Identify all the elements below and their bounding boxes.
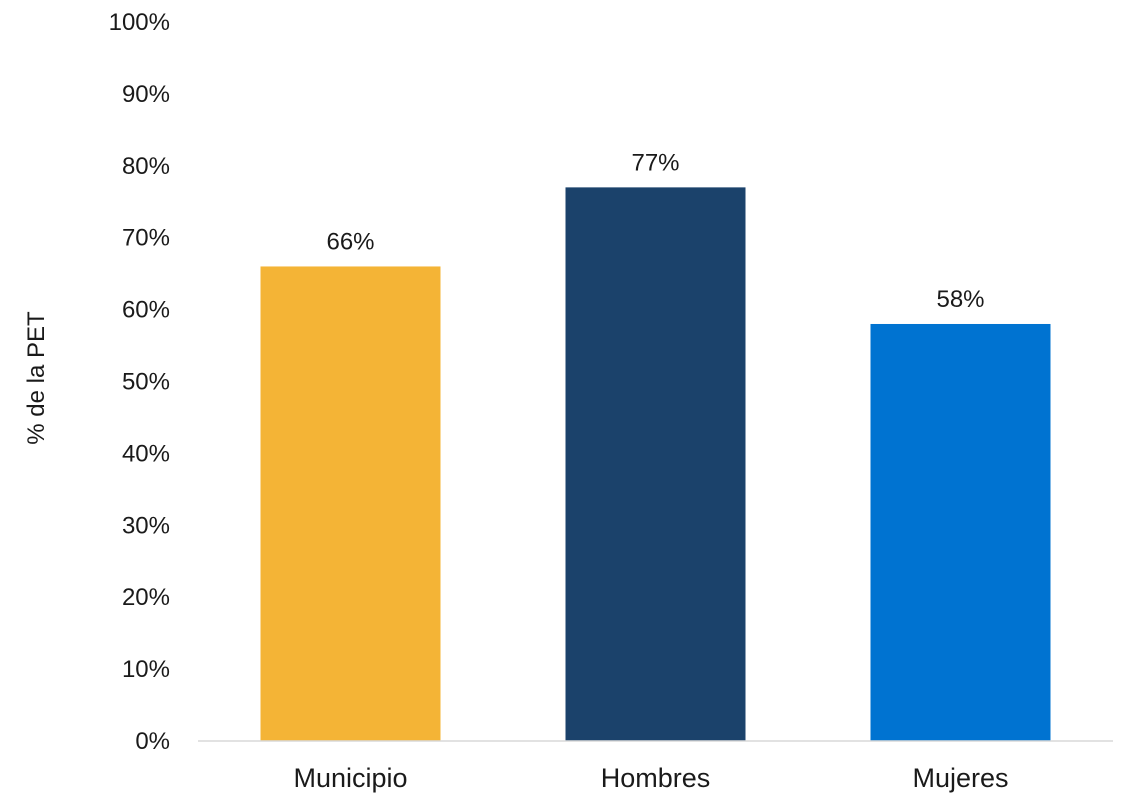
y-tick-label: 0% xyxy=(135,728,170,755)
x-category-label: Municipio xyxy=(293,763,407,793)
y-tick-label: 10% xyxy=(122,656,170,683)
x-axis-labels: Municipio Hombres Mujeres xyxy=(293,763,1008,793)
y-tick-label: 30% xyxy=(122,512,170,539)
bars xyxy=(261,187,1051,741)
x-category-label: Mujeres xyxy=(912,763,1008,793)
y-tick-label: 80% xyxy=(122,153,170,180)
y-tick-label: 40% xyxy=(122,440,170,467)
bar-mujeres xyxy=(871,324,1051,741)
data-label: 77% xyxy=(631,149,679,176)
y-tick-label: 60% xyxy=(122,297,170,324)
bar-municipio xyxy=(261,266,441,741)
data-label: 66% xyxy=(326,228,374,255)
y-tick-label: 20% xyxy=(122,584,170,611)
y-tick-label: 90% xyxy=(122,81,170,108)
data-label: 58% xyxy=(936,286,984,313)
y-tick-label: 70% xyxy=(122,225,170,252)
x-category-label: Hombres xyxy=(601,763,711,793)
y-axis-ticks: 0% 10% 20% 30% 40% 50% 60% 70% 80% 90% 100% xyxy=(109,9,170,755)
y-tick-label: 100% xyxy=(109,9,170,36)
y-axis-title: % de la PET xyxy=(23,311,50,445)
y-tick-label: 50% xyxy=(122,369,170,396)
bar-hombres xyxy=(566,187,746,741)
